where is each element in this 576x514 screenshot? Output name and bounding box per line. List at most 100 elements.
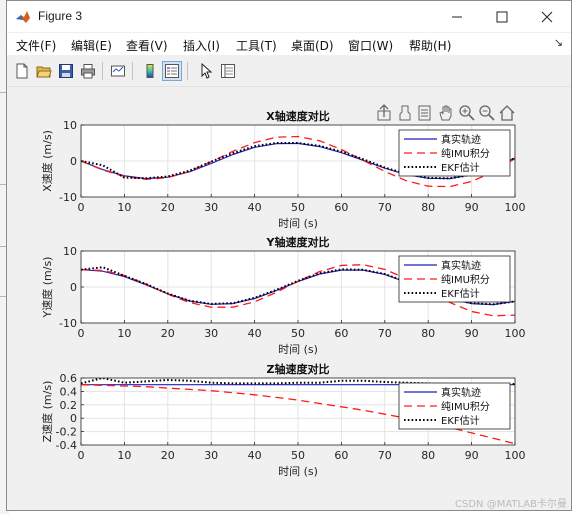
y-tick-label: 0 [70, 281, 77, 294]
window-title: Figure 3 [38, 9, 83, 23]
chart-title: Y轴速度对比 [266, 235, 330, 249]
close-button[interactable] [524, 1, 570, 32]
x-tick-label: 20 [161, 449, 175, 462]
y-tick-label: 0.6 [60, 372, 78, 385]
x-axis-label: 时间 (s) [278, 465, 318, 478]
x-tick-label: 80 [421, 327, 435, 340]
subplot-3[interactable]: 0 10 20 30 40 50 60 70 80 90 1000.60.40.20-0.2-0.4… [40, 362, 526, 478]
legend-label: 真实轨迹 [441, 259, 481, 272]
x-tick-label: 70 [378, 327, 392, 340]
y-tick-label: -10 [59, 317, 77, 330]
y-axis-label: Z速度 (m/s) [40, 381, 54, 443]
legend-label: EKF估计 [441, 161, 480, 174]
menu-edit[interactable]: 编辑(E) [71, 39, 112, 53]
maximize-button[interactable] [479, 1, 525, 32]
axes-toolbar [377, 104, 515, 121]
x-tick-label: 10 [117, 449, 131, 462]
y-axis-label: Y速度 (m/s) [40, 257, 54, 319]
pointer-icon[interactable] [196, 61, 216, 81]
y-tick-label: -0.2 [56, 426, 77, 439]
x-tick-label: 40 [248, 327, 262, 340]
x-tick-label: 30 [204, 449, 218, 462]
x-axis-label: 时间 (s) [278, 343, 318, 356]
x-tick-label: 30 [204, 201, 218, 214]
pan-icon[interactable] [439, 105, 452, 121]
background-window-edge [0, 0, 9, 514]
series-line-dotted [81, 142, 515, 180]
legend-label: EKF估计 [441, 414, 480, 427]
x-tick-label: 20 [161, 201, 175, 214]
chart-title: Z轴速度对比 [267, 362, 330, 376]
x-tick-label: 90 [465, 449, 479, 462]
y-tick-label: 0 [70, 412, 77, 425]
save-icon[interactable] [56, 61, 76, 81]
export-icon[interactable] [377, 104, 391, 121]
y-tick-label: 10 [63, 119, 77, 132]
x-tick-label: 80 [421, 449, 435, 462]
insert-colorbar-icon[interactable] [140, 61, 160, 81]
legend-label: 真实轨迹 [441, 386, 481, 399]
y-axis-label: X速度 (m/s) [40, 130, 54, 192]
open-file-icon[interactable] [34, 61, 54, 81]
print-icon[interactable] [78, 61, 98, 81]
matlab-logo-icon [16, 11, 30, 23]
link-plot-icon[interactable] [108, 61, 128, 81]
x-tick-label: 10 [117, 201, 131, 214]
x-tick-label: 50 [291, 449, 305, 462]
maximize-icon [496, 11, 508, 22]
y-tick-label: -10 [59, 191, 77, 204]
menu-insert[interactable]: 插入(I) [183, 39, 220, 53]
legend-label: 纯IMU积分 [441, 400, 490, 413]
x-tick-label: 20 [161, 327, 175, 340]
minimize-button[interactable] [434, 1, 480, 32]
new-figure-icon[interactable] [12, 61, 32, 81]
y-tick-label: 0.2 [60, 399, 78, 412]
restore-view-icon[interactable] [499, 105, 515, 121]
brush-icon[interactable] [399, 105, 411, 121]
x-tick-label: 0 [78, 449, 85, 462]
y-tick-label: 0 [70, 155, 77, 168]
chevron-arrow-icon[interactable]: ↘ [553, 36, 563, 49]
x-tick-label: 50 [291, 327, 305, 340]
watermark: CSDN @MATLAB卡尔曼 [455, 497, 567, 510]
menu-desktop[interactable]: 桌面(D) [291, 39, 334, 53]
x-tick-label: 90 [465, 201, 479, 214]
x-tick-label: 70 [378, 449, 392, 462]
property-inspector-icon[interactable] [218, 61, 238, 81]
series-line-solid [81, 142, 515, 180]
chart-title: X轴速度对比 [266, 109, 329, 123]
insert-legend-icon[interactable] [162, 61, 182, 81]
x-tick-label: 100 [505, 201, 526, 214]
menu-window[interactable]: 窗口(W) [348, 39, 394, 53]
x-tick-label: 100 [505, 327, 526, 340]
menu-tools[interactable]: 工具(T) [236, 39, 277, 53]
x-tick-label: 80 [421, 201, 435, 214]
data-tips-icon[interactable] [418, 105, 431, 121]
x-tick-label: 70 [378, 201, 392, 214]
zoom-in-icon[interactable] [459, 105, 475, 121]
x-tick-label: 100 [505, 449, 526, 462]
figure-window: Figure 3 文件(F) 编辑(E) 查看(V) 插入(I) 工具(T) 桌… [6, 0, 572, 511]
menu-view[interactable]: 查看(V) [126, 39, 168, 53]
figure-toolbar [7, 56, 571, 87]
menu-help[interactable]: 帮助(H) [409, 39, 452, 53]
y-tick-label: 0.4 [60, 385, 78, 398]
title-bar: Figure 3 [7, 1, 571, 32]
x-tick-label: 50 [291, 201, 305, 214]
x-tick-label: 30 [204, 327, 218, 340]
x-tick-label: 10 [117, 327, 131, 340]
legend-label: 纯IMU积分 [441, 273, 490, 286]
series-line-dotted [81, 266, 515, 306]
menu-file[interactable]: 文件(F) [16, 39, 57, 53]
legend-label: 真实轨迹 [441, 133, 481, 146]
series-line-dashed [81, 135, 515, 188]
zoom-out-icon[interactable] [479, 105, 495, 121]
x-tick-label: 0 [78, 327, 85, 340]
menu-bar: 文件(F) 编辑(E) 查看(V) 插入(I) 工具(T) 桌面(D) 窗口(W… [7, 33, 571, 55]
